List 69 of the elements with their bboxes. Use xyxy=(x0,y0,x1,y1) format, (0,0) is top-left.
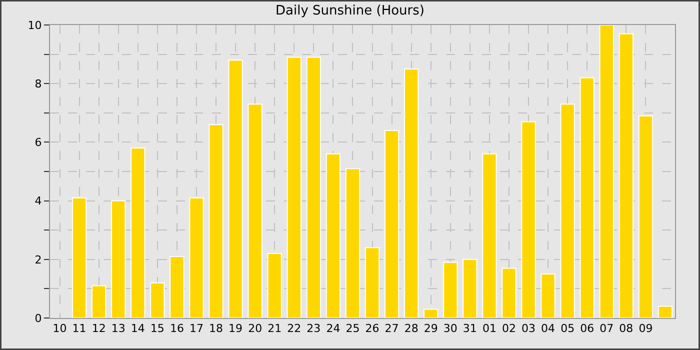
x-tick-label: 26 xyxy=(365,322,380,336)
bar xyxy=(618,33,634,318)
x-tick-label: 30 xyxy=(443,322,458,336)
x-tick-label: 17 xyxy=(189,322,204,336)
bar xyxy=(638,115,654,318)
bar xyxy=(326,153,341,318)
y-tick-label: 10 xyxy=(28,18,42,32)
x-tick-label: 13 xyxy=(111,322,126,336)
x-tick-label: 22 xyxy=(287,322,302,336)
bar xyxy=(228,60,243,318)
bar xyxy=(72,197,87,318)
bar xyxy=(150,282,165,318)
y-tick-label: 6 xyxy=(34,136,42,150)
x-tick-label: 31 xyxy=(462,322,477,336)
bar xyxy=(560,104,575,318)
x-tick-label: 06 xyxy=(580,322,594,336)
x-tick-label: 28 xyxy=(404,322,418,336)
x-tick-label: 05 xyxy=(560,322,575,336)
x-tick-label: 19 xyxy=(228,322,243,336)
bar xyxy=(170,256,184,318)
x-tick-label: 08 xyxy=(619,322,634,336)
y-tick-label: 0 xyxy=(34,312,42,325)
bar xyxy=(384,130,400,318)
bar xyxy=(404,68,419,318)
bar xyxy=(91,285,106,318)
bar xyxy=(248,104,262,318)
x-tick-label: 10 xyxy=(52,322,67,336)
x-tick-label: 11 xyxy=(72,322,86,336)
x-tick-label: 04 xyxy=(541,322,556,336)
x-tick-label: 25 xyxy=(346,322,360,336)
x-tick-label: 09 xyxy=(638,322,653,336)
x-tick-label: 03 xyxy=(522,322,536,336)
bar xyxy=(540,274,556,318)
bar xyxy=(345,168,360,318)
bar xyxy=(364,247,380,318)
bar xyxy=(521,121,536,318)
bar xyxy=(580,77,594,318)
y-tick-label: 2 xyxy=(34,253,42,266)
bar xyxy=(424,308,438,318)
x-tick-label: 07 xyxy=(600,322,614,336)
x-tick-label: 24 xyxy=(326,322,340,336)
bar xyxy=(502,268,516,318)
x-tick-label: 21 xyxy=(268,322,282,336)
x-tick-label: 23 xyxy=(306,322,321,336)
y-tick-label: 4 xyxy=(34,194,42,208)
bar xyxy=(130,148,146,318)
bar xyxy=(599,25,614,318)
bar xyxy=(286,56,302,318)
x-tick-label: 16 xyxy=(170,322,184,336)
x-tick-label: 27 xyxy=(384,322,399,336)
x-tick-label: 15 xyxy=(150,322,164,336)
bar xyxy=(443,262,458,318)
bar xyxy=(306,56,322,318)
bar xyxy=(482,153,497,318)
x-tick-label: 01 xyxy=(482,322,496,336)
bar xyxy=(189,197,204,318)
x-tick-label: 02 xyxy=(502,322,516,336)
bar xyxy=(111,200,126,318)
x-tick-label: 29 xyxy=(424,322,438,336)
y-tick-label: 8 xyxy=(34,77,42,90)
x-tick-label: 14 xyxy=(130,322,145,336)
bar xyxy=(462,258,478,318)
bar xyxy=(267,253,282,318)
x-tick-label: 12 xyxy=(92,322,106,336)
bar xyxy=(208,124,224,318)
chart-title: Daily Sunshine (Hours) xyxy=(276,3,424,18)
x-tick-label: 20 xyxy=(248,322,262,336)
bar xyxy=(658,306,673,318)
x-tick-label: 18 xyxy=(209,322,224,336)
